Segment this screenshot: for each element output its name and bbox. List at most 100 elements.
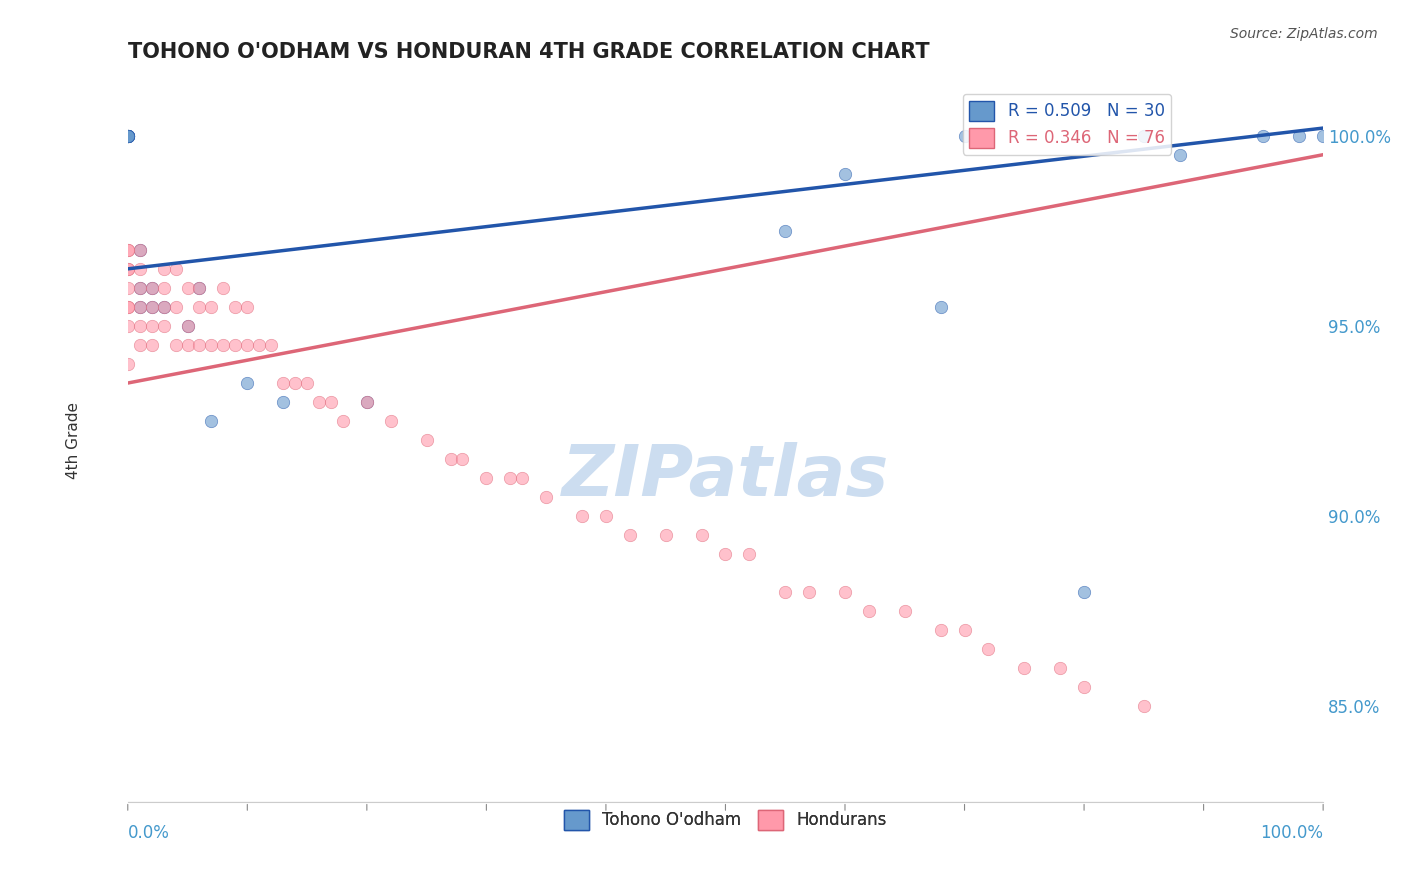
Point xyxy=(128,300,150,314)
Point xyxy=(117,300,139,314)
Point xyxy=(236,376,259,390)
Point xyxy=(141,300,163,314)
Point xyxy=(165,261,187,276)
Point xyxy=(117,128,139,143)
Point xyxy=(356,395,378,409)
Point xyxy=(152,300,174,314)
Point xyxy=(128,243,150,257)
Point xyxy=(117,128,139,143)
Point xyxy=(188,300,211,314)
Point xyxy=(295,376,318,390)
Point xyxy=(654,528,676,542)
Point xyxy=(439,452,461,467)
Point xyxy=(117,261,139,276)
Point xyxy=(188,281,211,295)
Legend: Tohono O'odham, Hondurans: Tohono O'odham, Hondurans xyxy=(557,803,894,837)
Point xyxy=(1073,681,1095,695)
Point xyxy=(797,585,820,599)
Point xyxy=(1133,699,1156,714)
Point xyxy=(224,300,246,314)
Point xyxy=(141,300,163,314)
Point xyxy=(117,128,139,143)
Point xyxy=(117,128,139,143)
Point xyxy=(510,471,533,485)
Point xyxy=(271,376,294,390)
Point xyxy=(117,318,139,333)
Point xyxy=(176,281,198,295)
Text: Source: ZipAtlas.com: Source: ZipAtlas.com xyxy=(1230,27,1378,41)
Point xyxy=(117,300,139,314)
Point xyxy=(953,624,976,638)
Point xyxy=(141,281,163,295)
Point xyxy=(571,509,593,524)
Point xyxy=(165,338,187,352)
Point xyxy=(619,528,641,542)
Point xyxy=(128,300,150,314)
Point xyxy=(117,261,139,276)
Point xyxy=(117,128,139,143)
Text: 4th Grade: 4th Grade xyxy=(66,401,82,479)
Point xyxy=(128,318,150,333)
Point xyxy=(894,604,917,618)
Point xyxy=(534,490,557,504)
Point xyxy=(117,128,139,143)
Point xyxy=(271,395,294,409)
Point xyxy=(260,338,283,352)
Point xyxy=(188,338,211,352)
Point xyxy=(1253,128,1275,143)
Point xyxy=(858,604,880,618)
Point xyxy=(332,414,354,428)
Point xyxy=(834,585,856,599)
Point xyxy=(165,300,187,314)
Text: ZIPatlas: ZIPatlas xyxy=(562,442,889,511)
Point xyxy=(236,300,259,314)
Text: TOHONO O'ODHAM VS HONDURAN 4TH GRADE CORRELATION CHART: TOHONO O'ODHAM VS HONDURAN 4TH GRADE COR… xyxy=(128,42,929,62)
Point xyxy=(356,395,378,409)
Point xyxy=(714,547,737,561)
Point xyxy=(128,338,150,352)
Point xyxy=(929,300,952,314)
Point xyxy=(152,318,174,333)
Point xyxy=(212,338,235,352)
Point xyxy=(141,338,163,352)
Point xyxy=(176,338,198,352)
Point xyxy=(929,624,952,638)
Point xyxy=(834,167,856,181)
Point xyxy=(1288,128,1310,143)
Point xyxy=(319,395,342,409)
Point xyxy=(451,452,474,467)
Point xyxy=(152,300,174,314)
Point xyxy=(212,281,235,295)
Point xyxy=(977,642,1000,657)
Point xyxy=(738,547,761,561)
Point xyxy=(415,433,437,447)
Point xyxy=(128,281,150,295)
Point xyxy=(953,128,976,143)
Point xyxy=(284,376,307,390)
Point xyxy=(308,395,330,409)
Point xyxy=(380,414,402,428)
Point xyxy=(117,243,139,257)
Point xyxy=(117,357,139,371)
Point xyxy=(128,281,150,295)
Point xyxy=(152,281,174,295)
Point xyxy=(1168,147,1191,161)
Point xyxy=(773,224,796,238)
Point xyxy=(1133,128,1156,143)
Point xyxy=(1312,128,1334,143)
Point xyxy=(200,414,222,428)
Point xyxy=(773,585,796,599)
Point xyxy=(152,261,174,276)
Point xyxy=(117,128,139,143)
Point xyxy=(128,261,150,276)
Point xyxy=(200,300,222,314)
Point xyxy=(499,471,522,485)
Text: 100.0%: 100.0% xyxy=(1260,824,1323,842)
Point xyxy=(1049,661,1071,675)
Point xyxy=(200,338,222,352)
Point xyxy=(117,128,139,143)
Point xyxy=(176,318,198,333)
Point xyxy=(475,471,498,485)
Point xyxy=(595,509,617,524)
Point xyxy=(117,281,139,295)
